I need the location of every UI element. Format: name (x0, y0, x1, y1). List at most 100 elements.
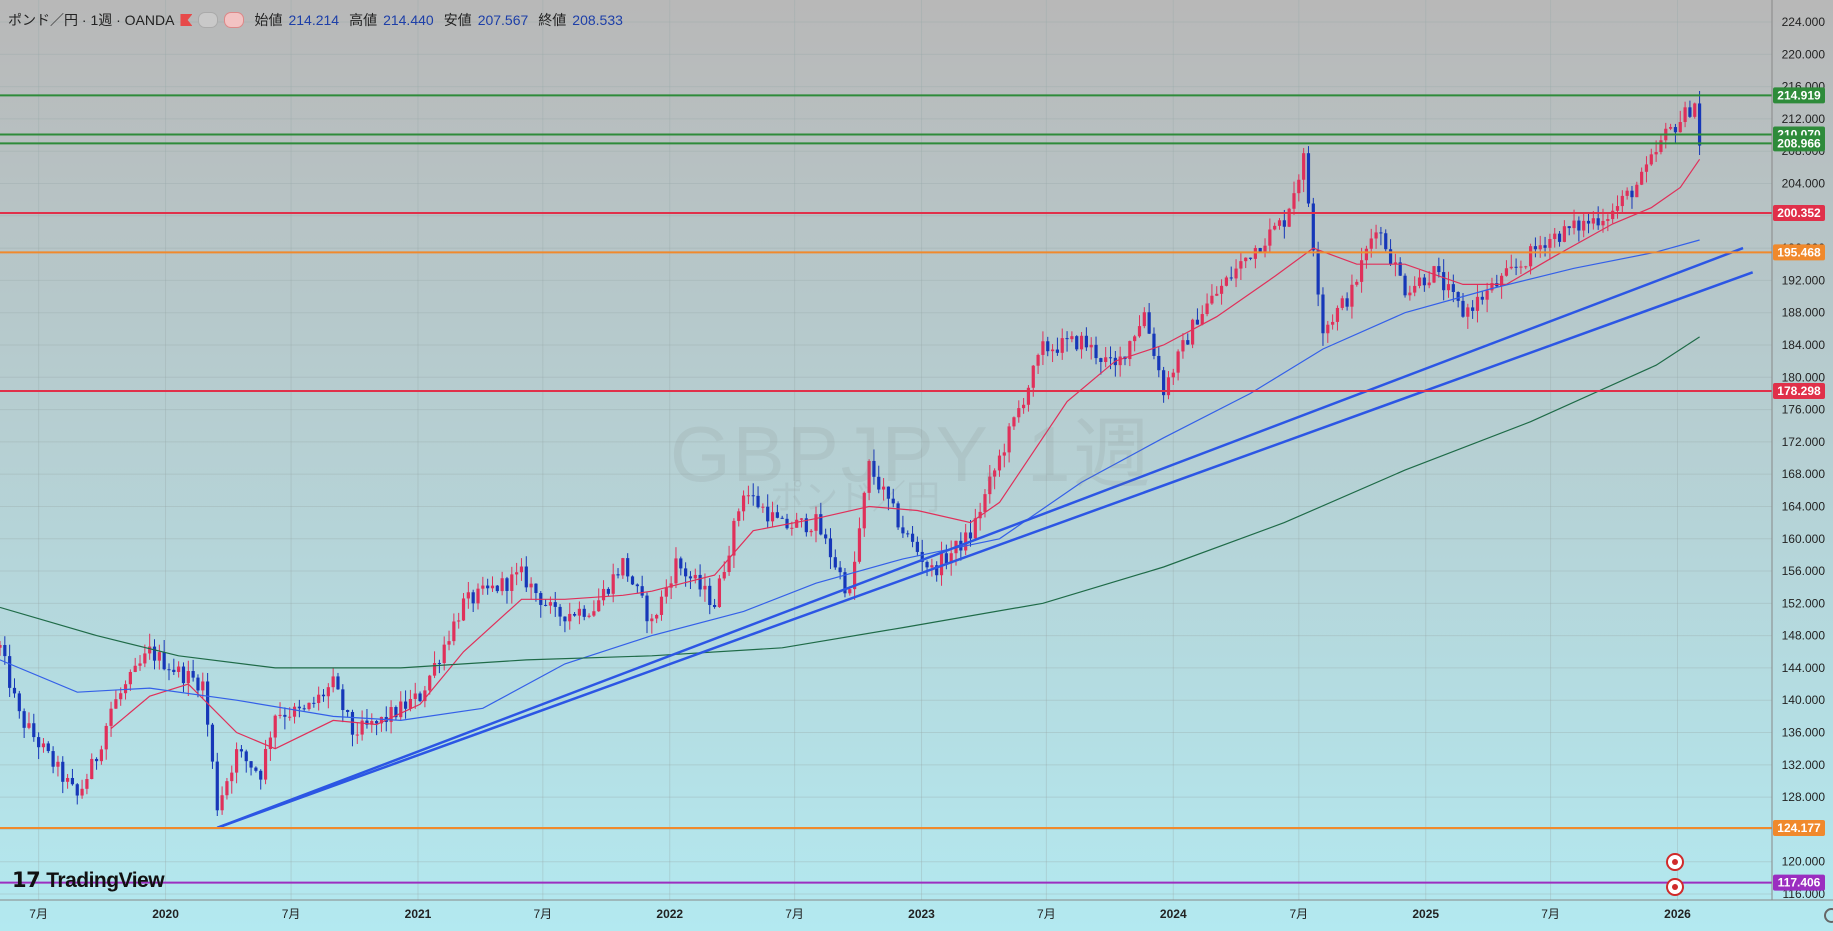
candle-body (698, 574, 702, 590)
candle-body (196, 677, 200, 691)
candle-body (766, 506, 770, 522)
candle-body (1273, 225, 1277, 230)
candle-body (1239, 261, 1243, 269)
candle-body (843, 572, 847, 594)
candle-body (650, 618, 654, 622)
candle-body (99, 749, 103, 762)
candle-body (857, 528, 862, 562)
high-value: 214.440 (383, 12, 434, 28)
candle-body (278, 714, 282, 716)
candle-body (321, 694, 326, 697)
candle-body (1480, 296, 1484, 300)
candle-body (1234, 268, 1238, 279)
candle-body (790, 527, 794, 529)
candle-body (862, 492, 866, 529)
candle-body (292, 706, 297, 717)
candle-body (930, 565, 934, 568)
candle-body (138, 663, 142, 666)
flag-icon[interactable] (180, 14, 193, 26)
candle-body (935, 565, 939, 576)
candle-body (8, 656, 12, 688)
event-marker-icon[interactable] (1666, 878, 1684, 896)
candle-body (254, 767, 258, 771)
candle-body (1548, 239, 1552, 248)
event-marker-icon[interactable] (1666, 853, 1684, 871)
candle-body (1553, 233, 1557, 240)
candle-body (239, 749, 244, 752)
candle-body (437, 663, 441, 665)
symbol-title[interactable]: ポンド／円 · 1週 · OANDA (8, 12, 175, 28)
candle-body (1533, 246, 1538, 250)
candle-body (442, 644, 446, 664)
candle-body (896, 503, 900, 528)
candle-body (461, 598, 466, 621)
candle-body (1611, 210, 1615, 220)
candle-body (635, 584, 639, 587)
price-tick-label: 128.000 (1782, 790, 1826, 804)
candle-body (259, 770, 263, 780)
candle-body (177, 666, 181, 672)
candle-body (1364, 248, 1369, 261)
candle-body (1456, 292, 1460, 301)
price-tick-label: 136.000 (1782, 726, 1826, 740)
candle-body (881, 486, 886, 490)
candle-body (500, 578, 504, 592)
candle-body (1620, 195, 1624, 207)
candle-body (268, 737, 272, 749)
candle-body (186, 671, 190, 684)
price-tick-label: 156.000 (1782, 564, 1826, 578)
symbol-watermark: GBPJPY, 1週 (670, 410, 1153, 498)
time-tick-label: 7月 (1037, 907, 1056, 921)
candle-body (1678, 122, 1682, 133)
time-tick-label: 2023 (908, 907, 935, 921)
candle-body (1331, 321, 1335, 325)
candle-body (1659, 140, 1663, 153)
candle-body (215, 761, 219, 811)
level-label-text: 124.177 (1777, 821, 1821, 835)
price-tick-label: 132.000 (1782, 758, 1826, 772)
candle-body (1200, 314, 1204, 325)
candle-body (46, 743, 50, 752)
candle-body (1697, 103, 1702, 146)
candle-body (133, 665, 137, 672)
time-tick-label: 2020 (152, 907, 179, 921)
candle-body (693, 574, 697, 579)
level-label-text: 117.406 (1778, 876, 1821, 890)
candle-body (1075, 336, 1079, 350)
candle-body (1359, 260, 1364, 282)
level-label-text: 195.468 (1777, 245, 1821, 259)
candle-body (597, 600, 601, 612)
candle-body (741, 495, 746, 512)
candle-body (655, 614, 659, 619)
candle-body (379, 716, 384, 724)
tradingview-logo[interactable]: 𝟭𝟳 TradingView (12, 868, 165, 893)
candle-body (65, 777, 70, 782)
hide-icon[interactable] (198, 12, 219, 28)
settings-gear-icon[interactable] (1824, 908, 1833, 923)
candle-body (563, 616, 567, 622)
candle-body (659, 596, 664, 615)
candle-body (1277, 220, 1282, 226)
candle-body (152, 646, 157, 661)
candle-body (375, 721, 379, 724)
candle-body (838, 567, 842, 573)
low-label: 安値 (443, 12, 472, 28)
candle-body (1099, 358, 1103, 363)
candle-body (360, 720, 364, 735)
price-tick-label: 140.000 (1782, 693, 1826, 707)
candle-body (1215, 293, 1219, 296)
candle-body (1302, 153, 1306, 180)
price-tick-label: 180.000 (1782, 370, 1826, 384)
candle-body (640, 586, 644, 596)
candle-body (1306, 153, 1311, 204)
equal-icon[interactable] (224, 12, 245, 28)
candle-body (1118, 356, 1122, 366)
candle-body (283, 714, 287, 717)
candle-body (432, 663, 437, 676)
price-tick-label: 148.000 (1782, 629, 1826, 643)
level-label-box (1773, 819, 1825, 836)
candle-body (452, 621, 456, 642)
candle-body (230, 772, 234, 782)
candle-body (891, 498, 895, 504)
